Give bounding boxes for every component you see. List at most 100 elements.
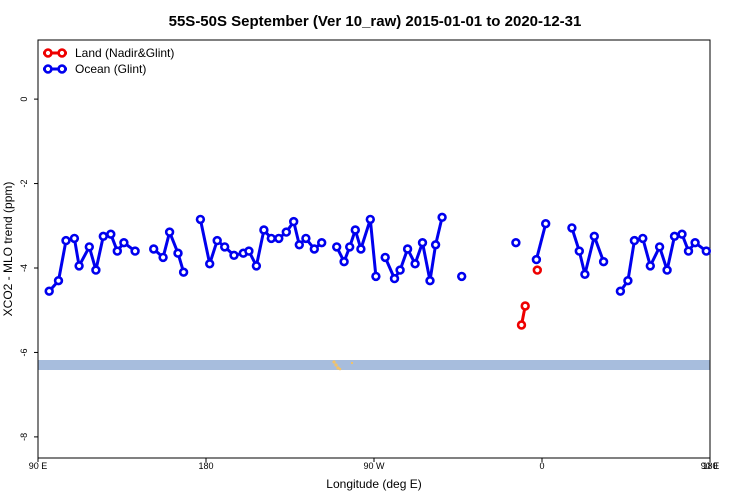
data-point	[629, 235, 640, 246]
data-point	[69, 233, 80, 244]
data-point	[91, 265, 101, 275]
data-point	[289, 216, 299, 227]
data-point	[106, 229, 116, 239]
data-point	[516, 320, 527, 330]
legend: Land (Nadir&Glint) Ocean (Glint)	[43, 46, 174, 76]
data-point	[74, 261, 84, 271]
data-point	[350, 225, 360, 235]
data-point	[149, 244, 159, 254]
data-point	[437, 212, 447, 223]
legend-marker	[57, 48, 67, 58]
data-point	[294, 240, 304, 250]
data-point	[61, 235, 71, 246]
data-point	[195, 214, 206, 225]
data-point	[356, 244, 366, 254]
data-point	[158, 252, 168, 263]
land-marker	[338, 367, 342, 371]
y-tick-label: -8	[19, 433, 29, 441]
data-point	[244, 246, 254, 256]
data-point	[402, 244, 413, 254]
land-band	[38, 360, 710, 371]
data-point	[259, 225, 269, 235]
data-point	[365, 214, 375, 225]
legend-marker	[57, 64, 67, 74]
data-point	[683, 246, 694, 256]
data-point	[119, 238, 129, 248]
data-point	[112, 246, 123, 256]
data-point	[580, 269, 590, 279]
data-point	[130, 246, 140, 256]
x-axis-label: Longitude (deg E)	[326, 477, 421, 491]
data-point	[645, 261, 655, 271]
data-point	[178, 267, 189, 277]
data-point	[98, 231, 109, 242]
data-point	[395, 265, 405, 275]
series-line	[534, 223, 548, 260]
data-point	[511, 238, 521, 248]
data-point	[339, 257, 349, 267]
x-tick-label: 0	[539, 461, 544, 471]
data-point	[598, 257, 609, 267]
y-axis-label: XCO2 - MLO trend (ppm)	[1, 182, 15, 317]
data-point	[457, 271, 467, 282]
data-point	[251, 261, 262, 271]
data-point	[531, 254, 542, 265]
data-point	[662, 265, 672, 275]
data-point	[425, 276, 435, 286]
data-point	[84, 242, 95, 252]
data-point	[615, 286, 626, 296]
data-point	[677, 229, 687, 239]
data-point	[701, 246, 711, 256]
data-point	[574, 246, 584, 256]
data-point	[389, 273, 400, 284]
land-band-strip	[38, 360, 710, 370]
y-tick-label: -2	[19, 180, 29, 188]
data-point	[309, 244, 319, 254]
data-point	[220, 242, 230, 252]
data-point	[205, 259, 215, 269]
data-point	[567, 223, 577, 233]
x-tick-label: 90 W	[363, 461, 385, 471]
chart-title: 55S-50S September (Ver 10_raw) 2015-01-0…	[169, 13, 582, 30]
x-tick-label: 90 E	[701, 461, 720, 471]
y-tick-label: -4	[19, 264, 29, 272]
data-point	[345, 242, 355, 252]
y-axis: 0 -2 -4 -6 -8	[19, 97, 38, 441]
data-point	[332, 242, 342, 252]
x-tick-label: 180	[702, 461, 717, 471]
data-point	[417, 238, 428, 248]
data-point	[638, 233, 648, 244]
data-point	[520, 301, 530, 311]
land-marker	[332, 360, 336, 364]
data-point	[371, 271, 381, 282]
data-point	[301, 233, 311, 244]
data-point	[44, 286, 54, 296]
legend-label: Ocean (Glint)	[75, 62, 146, 76]
series-ocean-glint-	[44, 212, 711, 296]
data-point	[281, 227, 291, 237]
data-point	[623, 276, 633, 286]
data-point	[654, 242, 665, 252]
y-tick-label: 0	[19, 97, 29, 102]
land-marker	[334, 363, 338, 367]
data-point	[380, 252, 390, 263]
legend-label: Land (Nadir&Glint)	[75, 46, 174, 60]
data-point	[669, 231, 680, 242]
data-point	[589, 231, 599, 242]
x-tick-label: 90 E	[29, 461, 48, 471]
data-point	[317, 238, 327, 248]
legend-marker	[43, 48, 53, 58]
data-point	[212, 235, 222, 246]
data-point	[173, 248, 183, 258]
data-point	[410, 259, 420, 269]
y-tick-label: -6	[19, 348, 29, 356]
data-point	[540, 219, 551, 229]
data-point	[266, 233, 276, 244]
data-point	[690, 238, 700, 248]
data-point	[164, 227, 175, 237]
x-tick-label: 180	[198, 461, 213, 471]
series-layer	[44, 212, 711, 330]
legend-marker	[43, 64, 53, 74]
